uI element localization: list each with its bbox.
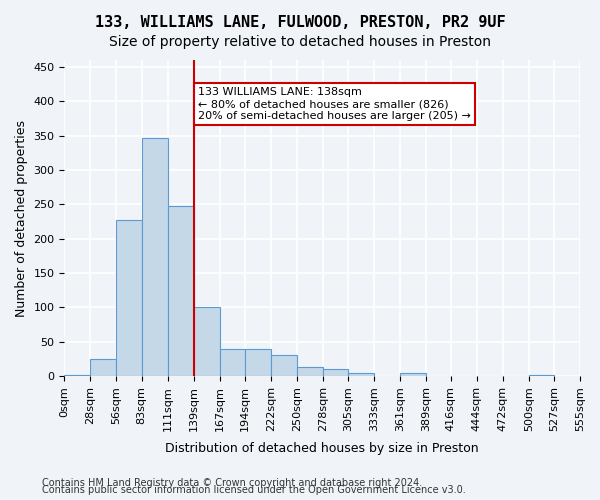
Bar bbox=[194, 308, 220, 376]
Bar bbox=[116, 220, 142, 376]
Bar bbox=[400, 374, 426, 376]
Y-axis label: Number of detached properties: Number of detached properties bbox=[15, 120, 28, 316]
Bar bbox=[64, 374, 91, 376]
Bar bbox=[323, 369, 348, 376]
Bar bbox=[529, 374, 554, 376]
Text: Size of property relative to detached houses in Preston: Size of property relative to detached ho… bbox=[109, 35, 491, 49]
Text: 133, WILLIAMS LANE, FULWOOD, PRESTON, PR2 9UF: 133, WILLIAMS LANE, FULWOOD, PRESTON, PR… bbox=[95, 15, 505, 30]
Text: Contains public sector information licensed under the Open Government Licence v3: Contains public sector information licen… bbox=[42, 485, 466, 495]
Text: Contains HM Land Registry data © Crown copyright and database right 2024.: Contains HM Land Registry data © Crown c… bbox=[42, 478, 422, 488]
Bar bbox=[142, 138, 167, 376]
Bar bbox=[271, 356, 296, 376]
Text: 133 WILLIAMS LANE: 138sqm
← 80% of detached houses are smaller (826)
20% of semi: 133 WILLIAMS LANE: 138sqm ← 80% of detac… bbox=[198, 88, 471, 120]
Bar bbox=[167, 206, 194, 376]
Bar bbox=[245, 348, 271, 376]
X-axis label: Distribution of detached houses by size in Preston: Distribution of detached houses by size … bbox=[166, 442, 479, 455]
Bar bbox=[348, 372, 374, 376]
Bar bbox=[220, 348, 245, 376]
Bar bbox=[91, 359, 116, 376]
Bar bbox=[296, 367, 323, 376]
